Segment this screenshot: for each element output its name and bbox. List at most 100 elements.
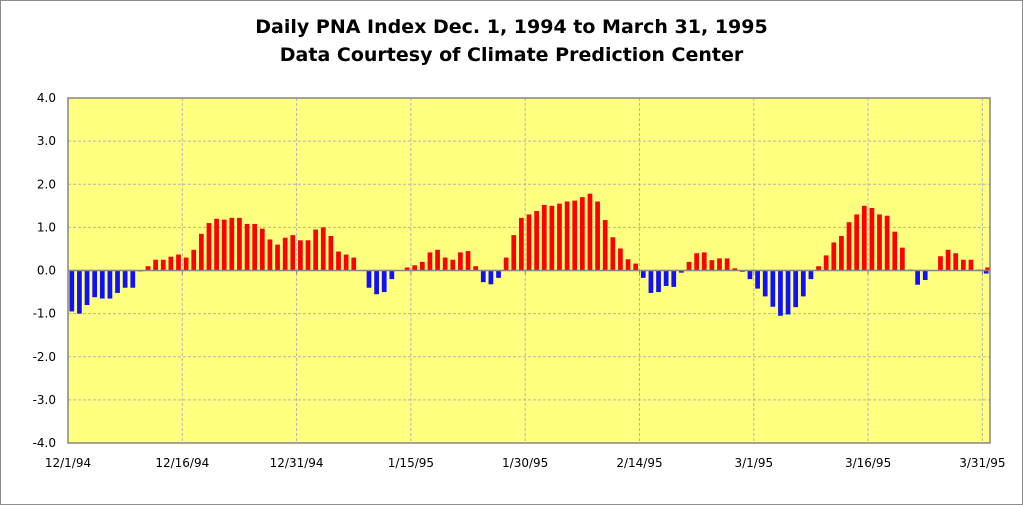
bar bbox=[846, 222, 852, 271]
x-tick-label: 12/1/94 bbox=[45, 456, 91, 470]
y-tick-label: 0.0 bbox=[37, 264, 56, 278]
bar bbox=[503, 257, 509, 271]
bar bbox=[381, 270, 387, 293]
bar bbox=[610, 237, 616, 271]
bar bbox=[122, 270, 128, 288]
bar bbox=[130, 270, 136, 288]
bar bbox=[595, 201, 600, 271]
chart-subtitle: Data Courtesy of Climate Prediction Cent… bbox=[279, 44, 744, 66]
bar bbox=[564, 201, 570, 271]
bar bbox=[686, 261, 692, 271]
bar bbox=[267, 239, 273, 271]
x-tick-label: 3/31/95 bbox=[959, 456, 1005, 470]
bar bbox=[747, 270, 753, 280]
y-tick-label: -2.0 bbox=[33, 350, 56, 364]
bar bbox=[237, 217, 242, 271]
bar bbox=[244, 223, 250, 271]
bar bbox=[229, 217, 235, 271]
bar bbox=[861, 205, 867, 271]
bar bbox=[732, 268, 738, 271]
bar bbox=[153, 259, 158, 271]
bar bbox=[84, 270, 90, 305]
bar bbox=[679, 270, 684, 273]
y-tick-label: 4.0 bbox=[37, 91, 56, 105]
bar bbox=[275, 244, 280, 271]
y-tick-label: -3.0 bbox=[33, 393, 56, 407]
y-tick-label: 2.0 bbox=[37, 177, 56, 191]
bar bbox=[313, 229, 318, 271]
x-tick-label: 3/1/95 bbox=[734, 456, 773, 470]
bar bbox=[717, 258, 722, 271]
bar bbox=[488, 270, 494, 285]
bar bbox=[663, 270, 669, 287]
bar bbox=[618, 248, 623, 271]
bar bbox=[328, 236, 334, 271]
bar bbox=[724, 258, 730, 271]
bar bbox=[198, 233, 204, 271]
bar bbox=[351, 257, 357, 271]
bar bbox=[320, 227, 326, 271]
bar bbox=[343, 254, 349, 271]
bar bbox=[945, 249, 951, 271]
bar bbox=[290, 235, 296, 271]
bar bbox=[99, 270, 105, 299]
bar bbox=[541, 204, 547, 271]
bar bbox=[831, 242, 837, 271]
bar bbox=[496, 270, 501, 278]
bar bbox=[534, 210, 539, 271]
bar bbox=[221, 219, 227, 271]
bar bbox=[579, 197, 585, 271]
bar bbox=[389, 270, 395, 280]
y-tick-label: 3.0 bbox=[37, 134, 56, 148]
bar bbox=[701, 252, 707, 271]
bar bbox=[800, 270, 806, 297]
bar bbox=[648, 270, 654, 293]
x-axis-ticks: 12/1/94 12/16/94 12/31/94 1/15/95 1/30/95 2/1… bbox=[45, 456, 1006, 470]
bar bbox=[877, 214, 882, 271]
bar bbox=[473, 266, 479, 271]
x-tick-label: 3/16/95 bbox=[845, 456, 891, 470]
bar bbox=[816, 266, 821, 271]
bar bbox=[107, 270, 113, 299]
bar bbox=[983, 270, 989, 274]
bar bbox=[77, 270, 82, 314]
bar bbox=[854, 214, 860, 271]
bar bbox=[176, 254, 181, 271]
bar bbox=[985, 267, 990, 271]
bar bbox=[404, 267, 410, 271]
bar bbox=[419, 261, 425, 271]
bar bbox=[869, 207, 875, 271]
bar bbox=[435, 249, 440, 271]
bar bbox=[808, 270, 814, 280]
bar bbox=[282, 237, 288, 271]
x-tick-label: 2/14/95 bbox=[616, 456, 662, 470]
bar bbox=[823, 255, 829, 271]
bar bbox=[336, 251, 341, 271]
bar bbox=[374, 270, 379, 295]
bars bbox=[69, 193, 990, 316]
bar bbox=[915, 270, 920, 285]
bar bbox=[442, 257, 448, 271]
bar bbox=[892, 231, 898, 271]
chart-title: Daily PNA Index Dec. 1, 1994 to March 31… bbox=[255, 16, 768, 38]
bar bbox=[427, 252, 433, 271]
bar bbox=[656, 270, 661, 293]
bar bbox=[938, 256, 943, 271]
x-tick-label: 1/15/95 bbox=[388, 456, 434, 470]
plot-border bbox=[67, 97, 991, 444]
x-tick-label: 12/31/94 bbox=[270, 456, 324, 470]
bar bbox=[480, 270, 486, 283]
bar bbox=[366, 270, 372, 288]
bar bbox=[526, 214, 532, 271]
bar bbox=[511, 235, 517, 271]
bar bbox=[458, 252, 463, 271]
bar bbox=[69, 270, 75, 312]
bar bbox=[900, 247, 905, 271]
bar bbox=[839, 236, 844, 271]
bar bbox=[587, 193, 593, 271]
bar bbox=[922, 270, 928, 280]
bar bbox=[709, 260, 715, 271]
bar bbox=[755, 270, 760, 289]
bar bbox=[770, 270, 776, 307]
